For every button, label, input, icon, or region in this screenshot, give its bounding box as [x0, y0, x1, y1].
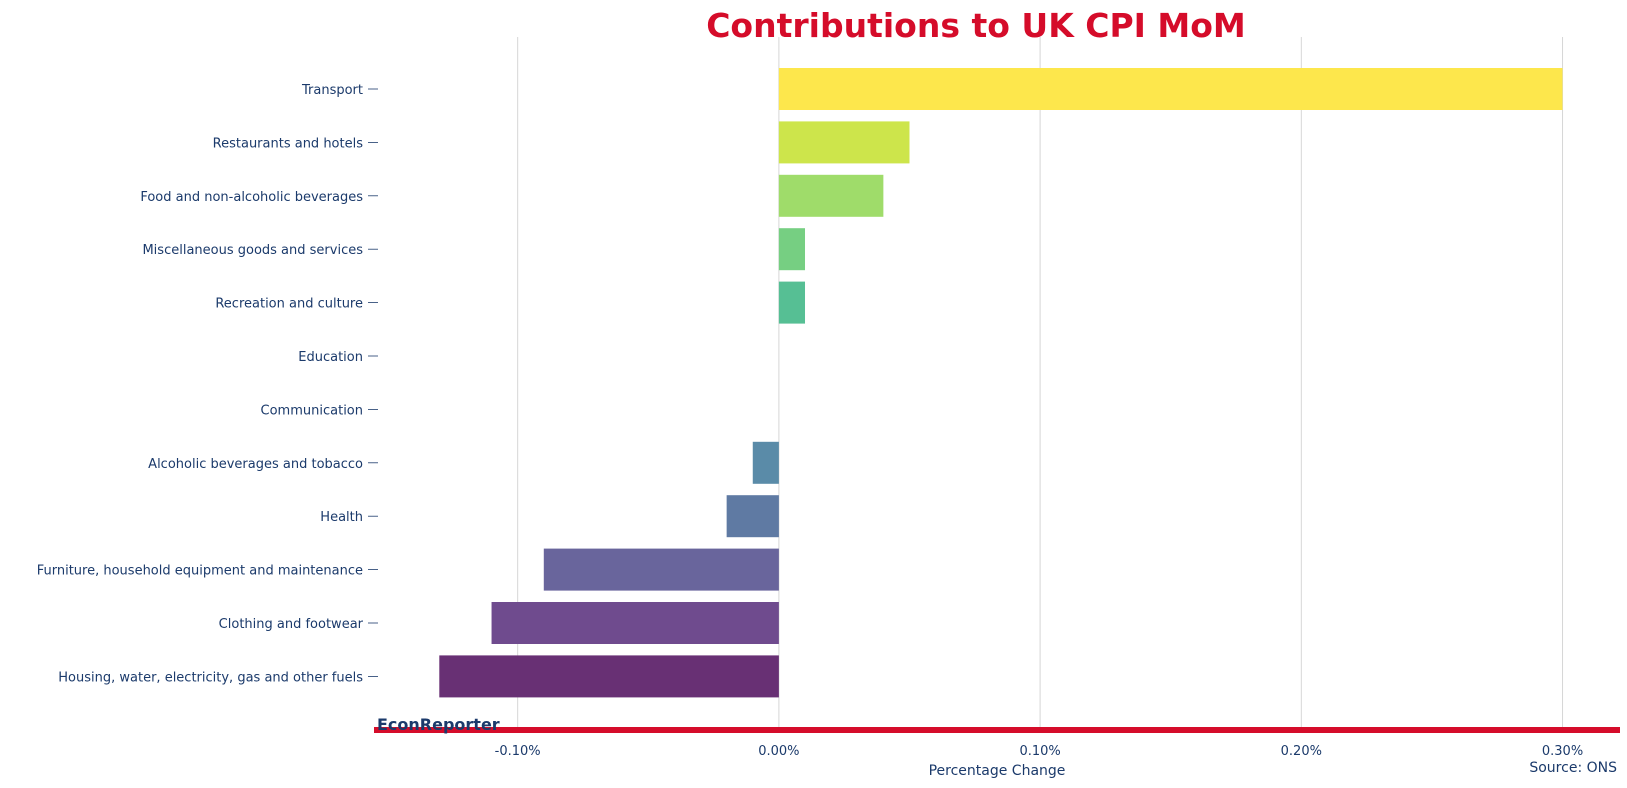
category-label: Alcoholic beverages and tobacco — [148, 457, 363, 472]
bar — [439, 655, 779, 698]
category-label: Furniture, household equipment and maint… — [37, 564, 363, 579]
x-tick-label: 0.10% — [1019, 744, 1060, 759]
category-label: Food and non-alcoholic beverages — [140, 190, 363, 205]
category-label: Housing, water, electricity, gas and oth… — [58, 670, 363, 685]
bar — [778, 121, 910, 164]
x-tick-label: 0.00% — [758, 744, 799, 759]
category-label: Health — [320, 510, 363, 525]
bar — [778, 68, 1563, 110]
category-labels: Transport Restaurants and hotels Food and … — [37, 83, 378, 685]
accent-baseline — [374, 727, 1620, 733]
bars — [439, 68, 1563, 698]
chart-title: Contributions to UK CPI MoM — [706, 6, 1246, 45]
category-label: Communication — [261, 403, 363, 418]
bar — [778, 281, 806, 324]
bar — [778, 174, 884, 217]
x-tick-label: 0.20% — [1281, 744, 1322, 759]
x-axis-label: Percentage Change — [929, 763, 1066, 779]
category-label: Education — [298, 350, 363, 365]
category-label: Clothing and footwear — [219, 617, 364, 632]
category-label: Recreation and culture — [215, 297, 363, 312]
bar — [543, 548, 779, 591]
category-label: Miscellaneous goods and services — [142, 243, 363, 258]
bar — [778, 228, 806, 271]
x-tick-label: 0.30% — [1542, 744, 1583, 759]
category-label: Transport — [301, 83, 363, 98]
source-label: Source: ONS — [1529, 760, 1617, 776]
x-tick-labels: -0.10% 0.00% 0.10% 0.20% 0.30% — [495, 744, 1584, 759]
x-tick-label: -0.10% — [495, 744, 541, 759]
bar — [491, 602, 779, 644]
category-label: Restaurants and hotels — [213, 136, 364, 151]
bar — [752, 441, 779, 484]
bar — [726, 495, 779, 538]
brand-label: EconReporter — [377, 715, 500, 734]
